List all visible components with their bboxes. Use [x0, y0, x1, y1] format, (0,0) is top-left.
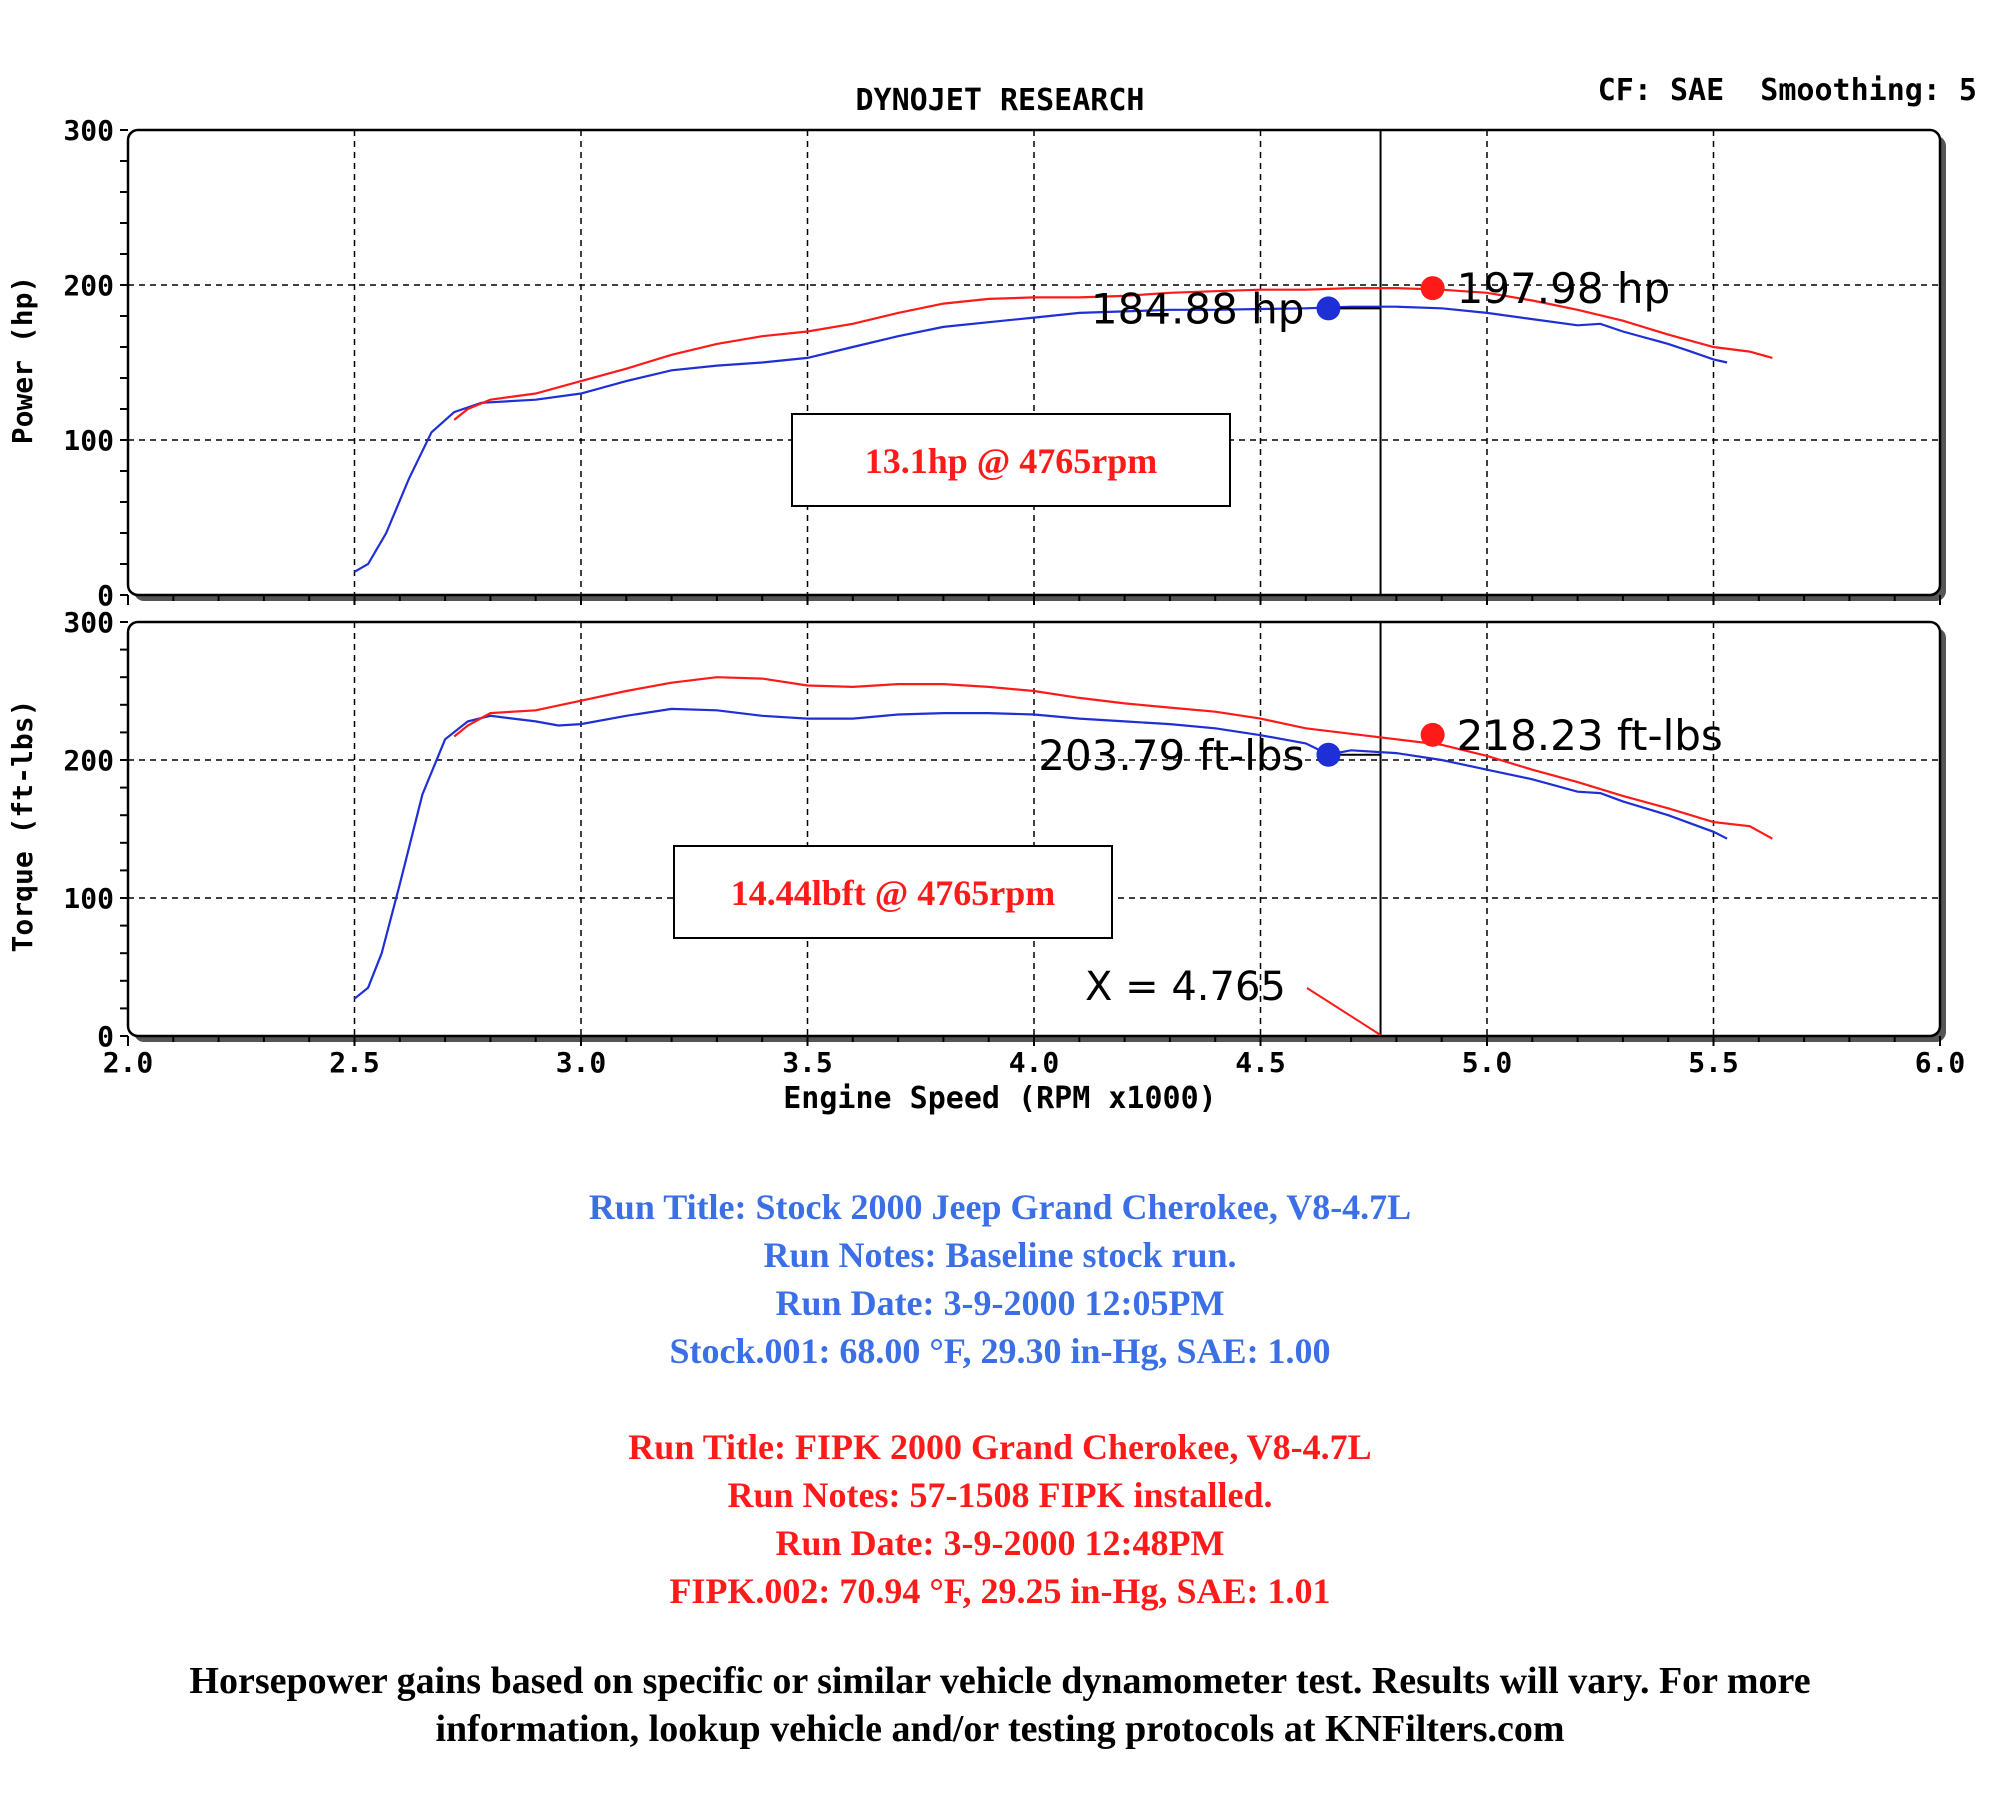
- y-tick-label: 300: [63, 606, 114, 639]
- fipk-run-title: Run Title: FIPK 2000 Grand Cherokee, V8-…: [628, 1427, 1372, 1467]
- chart-title: DYNOJET RESEARCH: [856, 83, 1145, 118]
- cursor-readout: X = 4.765: [1085, 964, 1286, 1010]
- chart-settings: CF: SAE Smoothing: 5: [1598, 73, 1977, 108]
- y-tick-label: 100: [63, 424, 114, 457]
- stock-run-notes: Run Title: Stock 2000 Jeep Grand Cheroke…: [0, 1183, 2000, 1375]
- torque-y-axis-label: Torque (ft-lbs): [6, 700, 39, 953]
- panel-frame: [126, 620, 1942, 1038]
- disclaimer-line-1: Horsepower gains based on specific or si…: [189, 1660, 1811, 1702]
- y-tick-label: 300: [63, 114, 114, 147]
- fipk-run-conditions: FIPK.002: 70.94 °F, 29.25 in-Hg, SAE: 1.…: [669, 1571, 1331, 1611]
- gain-annotation-box: [791, 413, 1231, 507]
- x-tick-label: 2.0: [103, 1046, 154, 1079]
- marker-label-fipk: 197.98 hp: [1457, 264, 1671, 313]
- x-tick-label: 6.0: [1915, 1046, 1966, 1079]
- marker-label-stock: 184.88 hp: [1091, 284, 1305, 333]
- gain-annotation-text: 14.44lbft @ 4765rpm: [731, 873, 1055, 913]
- marker-dot-stock: [1316, 742, 1341, 767]
- y-tick-label: 0: [97, 579, 114, 612]
- cursor-readout-pointer: [1306, 987, 1382, 1036]
- x-tick-label: 3.0: [556, 1046, 607, 1079]
- marker-label-stock: 203.79 ft-lbs: [1038, 731, 1304, 780]
- disclaimer-line-2: information, lookup vehicle and/or testi…: [435, 1708, 1565, 1750]
- gain-annotation-text: 13.1hp @ 4765rpm: [865, 441, 1158, 481]
- stock-run-date: Run Date: 3-9-2000 12:05PM: [775, 1283, 1225, 1323]
- series-line-fipk: [453, 287, 1773, 421]
- x-tick-label: 4.5: [1235, 1046, 1286, 1079]
- fipk-run-date: Run Date: 3-9-2000 12:48PM: [775, 1523, 1225, 1563]
- torque-panel: 0 100 200 300 203.79 ft-lbs 218.23 ft-lbs 14.4…: [63, 606, 1946, 1053]
- x-tick-label: 5.5: [1688, 1046, 1739, 1079]
- marker-dot-fipk: [1420, 722, 1445, 747]
- fipk-run-notes: Run Title: FIPK 2000 Grand Cherokee, V8-…: [0, 1423, 2000, 1615]
- x-tick-label: 5.0: [1462, 1046, 1513, 1079]
- y-tick-label: 200: [63, 744, 114, 777]
- y-tick-label: 100: [63, 882, 114, 915]
- stock-run-notes-text: Run Notes: Baseline stock run.: [763, 1235, 1237, 1275]
- disclaimer: Horsepower gains based on specific or si…: [0, 1657, 2000, 1753]
- power-panel: 0 100 200 300 184.88 hp 197.98 hp 13.1hp @ 476…: [63, 114, 1946, 612]
- x-tick-label: 4.0: [1009, 1046, 1060, 1079]
- gain-annotation-box: [673, 845, 1113, 939]
- y-tick-label: 0: [97, 1020, 114, 1053]
- x-tick-label: 2.5: [329, 1046, 380, 1079]
- stock-run-conditions: Stock.001: 68.00 °F, 29.30 in-Hg, SAE: 1…: [669, 1331, 1331, 1371]
- y-tick-label: 200: [63, 269, 114, 302]
- series-line-fipk: [453, 676, 1773, 840]
- fipk-run-notes-text: Run Notes: 57-1508 FIPK installed.: [727, 1475, 1273, 1515]
- marker-dot-fipk: [1420, 276, 1445, 301]
- x-axis-ticks: 2.0 2.5 3.0 3.5 4.0 4.5 5.0 5.5 6.0: [103, 1046, 1966, 1079]
- x-axis-label: Engine Speed (RPM x1000): [783, 1081, 1216, 1116]
- x-tick-label: 3.5: [782, 1046, 833, 1079]
- marker-label-fipk: 218.23 ft-lbs: [1457, 711, 1723, 760]
- power-y-axis-label: Power (hp): [6, 276, 39, 445]
- dyno-chart: DYNOJET RESEARCH CF: SAE Smoothing: 5 0 1…: [6, 73, 1977, 1116]
- marker-dot-stock: [1316, 296, 1341, 321]
- stock-run-title: Run Title: Stock 2000 Jeep Grand Cheroke…: [588, 1187, 1412, 1227]
